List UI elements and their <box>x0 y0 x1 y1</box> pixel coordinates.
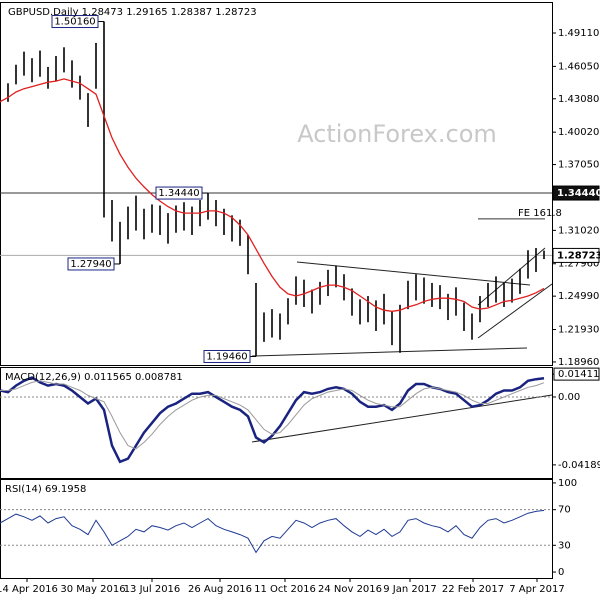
x-tick-label: 26 Aug 2016 <box>188 584 252 595</box>
y-tick-label: 1.18960 <box>558 357 599 368</box>
x-tick-label: 13 Jul 2016 <box>124 584 181 595</box>
level-box <box>552 247 600 263</box>
series-line <box>0 509 545 554</box>
y-tick-label: 100 <box>558 478 577 489</box>
panel-frame <box>0 367 553 479</box>
y-tick-label: 1.40020 <box>558 127 599 138</box>
x-tick-label: 30 May 2016 <box>60 584 125 595</box>
y-tick-label: 0.014111 <box>558 369 600 380</box>
panel-frame <box>0 479 553 579</box>
y-tick-label: 1.49110 <box>558 28 599 39</box>
y-tick-label: 1.27960 <box>558 259 599 270</box>
y-tick-label: 1.43080 <box>558 94 599 105</box>
y-tick-label: 1.31020 <box>558 225 599 236</box>
series-line <box>0 376 545 464</box>
annotation-label: 1.50160 <box>54 17 95 28</box>
panel-title: MACD(12,26,9) 0.011565 0.008781 <box>5 372 183 383</box>
y-tick-label: 1.21930 <box>558 325 599 336</box>
annotation-box <box>67 257 115 271</box>
level-label: 1.28723 <box>557 250 600 261</box>
annotation-label: 1.19460 <box>206 351 247 362</box>
annotation-box <box>155 186 203 200</box>
x-tick-label: 24 Nov 2016 <box>318 584 382 595</box>
y-tick-label: 0 <box>558 567 564 578</box>
annotation-box <box>203 349 251 363</box>
y-tick-label: 70 <box>558 505 571 516</box>
y-tick-label: 30 <box>558 540 571 551</box>
x-tick-label: 9 Jan 2017 <box>383 584 437 595</box>
panel-title: GBPUSD.Daily 1.28473 1.29165 1.28387 1.2… <box>8 7 257 18</box>
moving-average <box>0 78 545 312</box>
x-tick-label: 11 Oct 2016 <box>254 584 316 595</box>
y-tick-label: -0.041899 <box>558 460 600 471</box>
panel-title: RSI(14) 69.1958 <box>5 484 86 495</box>
trend-line <box>251 347 528 357</box>
panel-frame <box>0 2 553 366</box>
x-tick-label: 7 Apr 2017 <box>509 584 564 595</box>
trend-line <box>477 283 553 339</box>
level-box <box>552 185 600 201</box>
x-tick-label: 14 Apr 2016 <box>0 584 58 595</box>
trend-line <box>477 247 546 306</box>
trend-line <box>251 394 553 443</box>
level-label: 1.34440 <box>557 188 600 199</box>
annotation-box <box>51 15 99 29</box>
tick-box <box>553 367 600 381</box>
series-line <box>0 380 545 450</box>
y-tick-label: 1.37050 <box>558 160 599 171</box>
annotation-label: 1.27940 <box>70 259 111 270</box>
y-tick-label: 0.00 <box>558 392 580 403</box>
watermark: ActionForex.com <box>297 120 497 148</box>
y-tick-label: 1.24990 <box>558 291 599 302</box>
annotation-label: 1.34440 <box>158 188 199 199</box>
y-tick-label: 1.46050 <box>558 61 599 72</box>
fib-label: FE 161.8 <box>518 208 562 219</box>
x-tick-label: 22 Feb 2017 <box>442 584 504 595</box>
